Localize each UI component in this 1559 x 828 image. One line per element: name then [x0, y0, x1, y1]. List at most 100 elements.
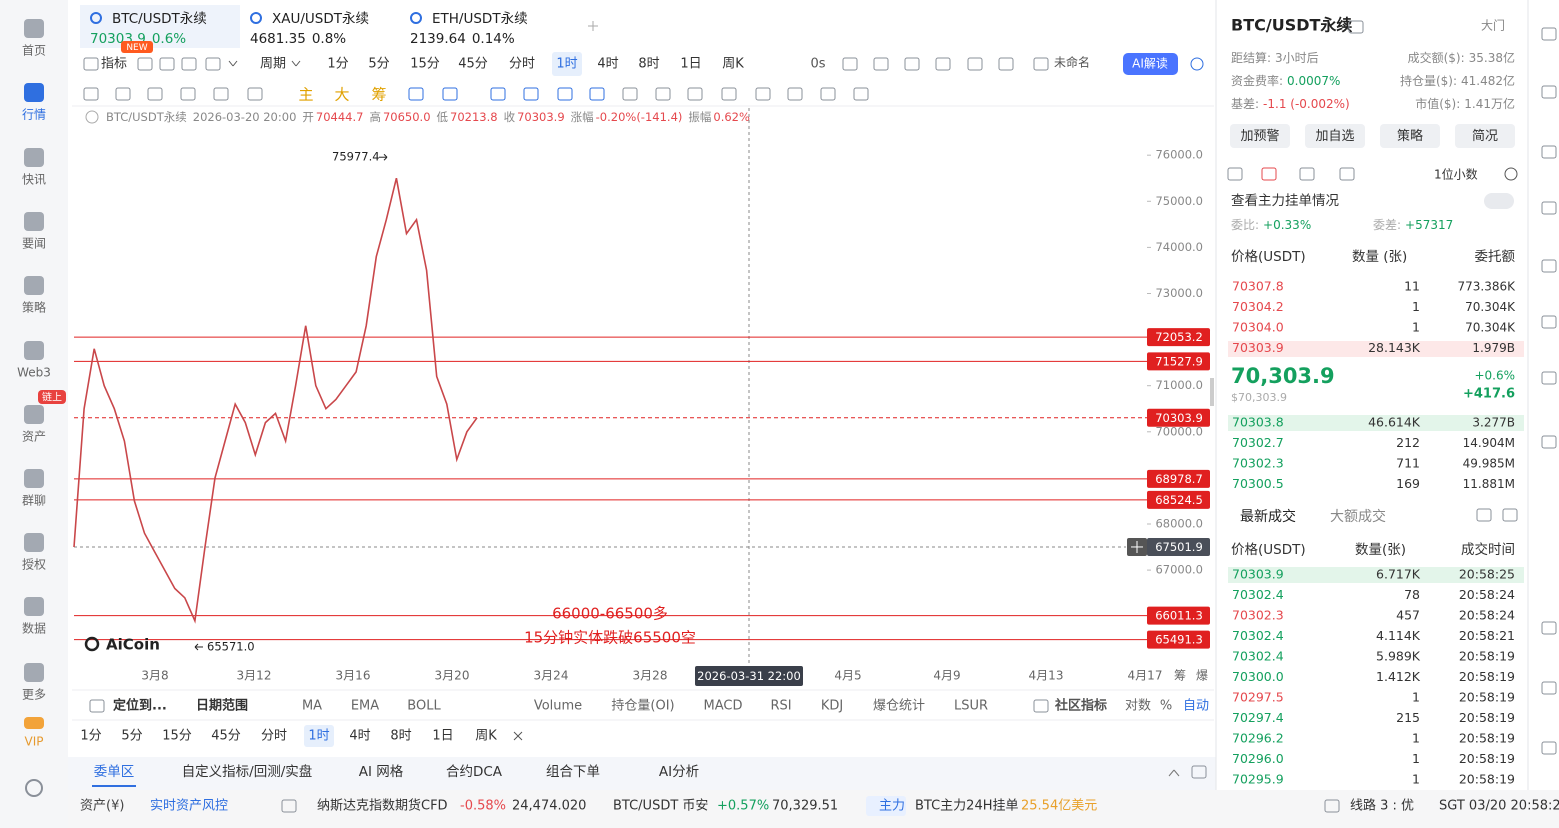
toggle[interactable]: [1484, 193, 1514, 209]
panel-tab[interactable]: AI分析: [659, 764, 699, 780]
tool-button[interactable]: 主: [298, 86, 313, 104]
interval-button[interactable]: 周K: [475, 729, 497, 744]
panel-tab[interactable]: AI 网格: [359, 764, 404, 780]
arrow: [383, 153, 388, 158]
panel-tab[interactable]: 委单区: [94, 764, 135, 780]
icon: [1541, 681, 1557, 695]
interval-button[interactable]: 4时: [349, 729, 370, 744]
nav-item[interactable]: 行情: [22, 108, 46, 122]
interval-button[interactable]: 1时: [308, 729, 329, 744]
column-header[interactable]: 委托额: [1475, 249, 1516, 265]
range-button[interactable]: 日期范围: [196, 698, 248, 714]
indicator-button[interactable]: KDJ: [821, 699, 843, 714]
precision-select[interactable]: 1位小数: [1434, 167, 1478, 182]
nav-item[interactable]: 要闻: [22, 237, 46, 251]
panel-tab[interactable]: 组合下单: [546, 764, 600, 780]
nav-item[interactable]: 数据: [22, 621, 46, 636]
interval-button[interactable]: 4时: [597, 57, 618, 72]
status-item[interactable]: 实时资产风控: [150, 799, 228, 814]
trade-qty: 457: [1396, 608, 1420, 623]
tool-button[interactable]: 筹: [371, 86, 386, 104]
interval-button[interactable]: 分时: [261, 729, 287, 744]
interval-button[interactable]: 周K: [722, 57, 744, 72]
interval-button[interactable]: 8时: [638, 57, 659, 72]
interval-button[interactable]: 15分: [162, 729, 192, 744]
interval-button[interactable]: 分时: [509, 57, 535, 72]
nav-item[interactable]: VIP: [25, 735, 44, 749]
column-header[interactable]: 数量(张): [1355, 542, 1406, 558]
community-button[interactable]: 社区指标: [1054, 698, 1107, 714]
watermark: AiCoin: [106, 636, 160, 654]
market-button-text[interactable]: 加自选: [1315, 129, 1354, 144]
book-price: 70304.2: [1232, 299, 1284, 314]
interval-button[interactable]: 1时: [556, 57, 577, 72]
nav-item[interactable]: 首页: [22, 44, 46, 58]
door-link[interactable]: 大门: [1481, 18, 1505, 33]
locate-button[interactable]: 定位到...: [112, 698, 167, 714]
panel-tab[interactable]: 合约DCA: [446, 764, 503, 780]
interval-button[interactable]: 5分: [368, 57, 389, 72]
indicator-button[interactable]: LSUR: [954, 699, 988, 714]
toolbar-button[interactable]: 指标: [101, 57, 127, 72]
indicator-button[interactable]: 持仓量(OI): [611, 699, 674, 714]
panel-tab[interactable]: 自定义指标/回测/实盘: [182, 763, 313, 780]
column-header[interactable]: 数量 (张): [1352, 249, 1407, 265]
nav-item[interactable]: 快讯: [22, 173, 46, 187]
ai-button[interactable]: [1123, 53, 1178, 75]
market-button-text[interactable]: 简况: [1472, 128, 1498, 144]
trade-qty: 1: [1412, 731, 1420, 746]
label-part: 3小时后: [1275, 51, 1319, 65]
option-button[interactable]: %: [1160, 699, 1172, 714]
interval-button[interactable]: 1分: [327, 57, 348, 72]
interval-button[interactable]: 1分: [80, 729, 101, 744]
label-part: -0.20%(-141.4): [596, 110, 683, 124]
trade-tab[interactable]: 最新成交: [1240, 508, 1296, 525]
market-button-text[interactable]: 策略: [1397, 128, 1423, 144]
option-button[interactable]: 对数: [1125, 699, 1151, 714]
overlay-button[interactable]: EMA: [351, 699, 379, 714]
overlay-button[interactable]: MA: [302, 699, 322, 714]
interval-button[interactable]: 45分: [211, 729, 241, 744]
badge-text: 链上: [42, 391, 62, 404]
tab-name[interactable]: BTC/USDT永续: [112, 11, 207, 27]
interval-button[interactable]: 45分: [458, 57, 488, 72]
indicator-button[interactable]: RSI: [770, 699, 791, 714]
nav-item[interactable]: 授权: [22, 557, 46, 572]
overlay-button[interactable]: BOLL: [407, 699, 441, 714]
trade-tab[interactable]: 大额成交: [1330, 508, 1386, 525]
label-part: 开: [302, 110, 314, 124]
market-button[interactable]: [1230, 124, 1290, 148]
nav-item[interactable]: 群聊: [22, 494, 46, 508]
nav-item[interactable]: 更多: [22, 688, 46, 702]
interval-button[interactable]: 5分: [121, 729, 142, 744]
market-button[interactable]: [1305, 124, 1365, 148]
y-tick-label: 76000.0: [1155, 148, 1203, 162]
nav-item[interactable]: Web3: [17, 366, 51, 380]
ai-button-text[interactable]: AI解读: [1132, 57, 1168, 71]
interval-button[interactable]: 15分: [410, 57, 440, 72]
market-button[interactable]: [1455, 124, 1515, 148]
market-button-text[interactable]: 加预警: [1240, 128, 1279, 144]
market-button[interactable]: [1380, 124, 1440, 148]
nav-item[interactable]: 策略: [22, 300, 46, 315]
layout-name[interactable]: 未命名: [1054, 55, 1090, 70]
indicator-button[interactable]: MACD: [704, 699, 743, 714]
indicator-button[interactable]: Volume: [534, 699, 582, 714]
interval-button[interactable]: 1日: [680, 57, 701, 72]
toolbar-button[interactable]: 周期: [260, 57, 286, 72]
interval-button[interactable]: 1日: [432, 729, 453, 744]
label-part: +0.33%: [1263, 218, 1311, 232]
tab-name[interactable]: ETH/USDT永续: [432, 11, 528, 27]
x-tick-label: 4月5: [834, 669, 861, 683]
label-part: 41.482亿: [1461, 73, 1515, 88]
nav-item[interactable]: 资产: [22, 430, 46, 444]
indicator-button[interactable]: 爆仓统计: [873, 699, 925, 714]
option-button[interactable]: 自动: [1183, 699, 1209, 714]
trade-price: 70300.0: [1232, 669, 1284, 684]
trade-qty: 6.717K: [1376, 567, 1421, 582]
interval-button[interactable]: 8时: [390, 729, 411, 744]
label-part: 0.62%: [713, 110, 750, 124]
tool-button[interactable]: 大: [334, 86, 349, 104]
label-part: 0.8%: [312, 31, 346, 47]
tab-name[interactable]: XAU/USDT永续: [272, 11, 369, 27]
